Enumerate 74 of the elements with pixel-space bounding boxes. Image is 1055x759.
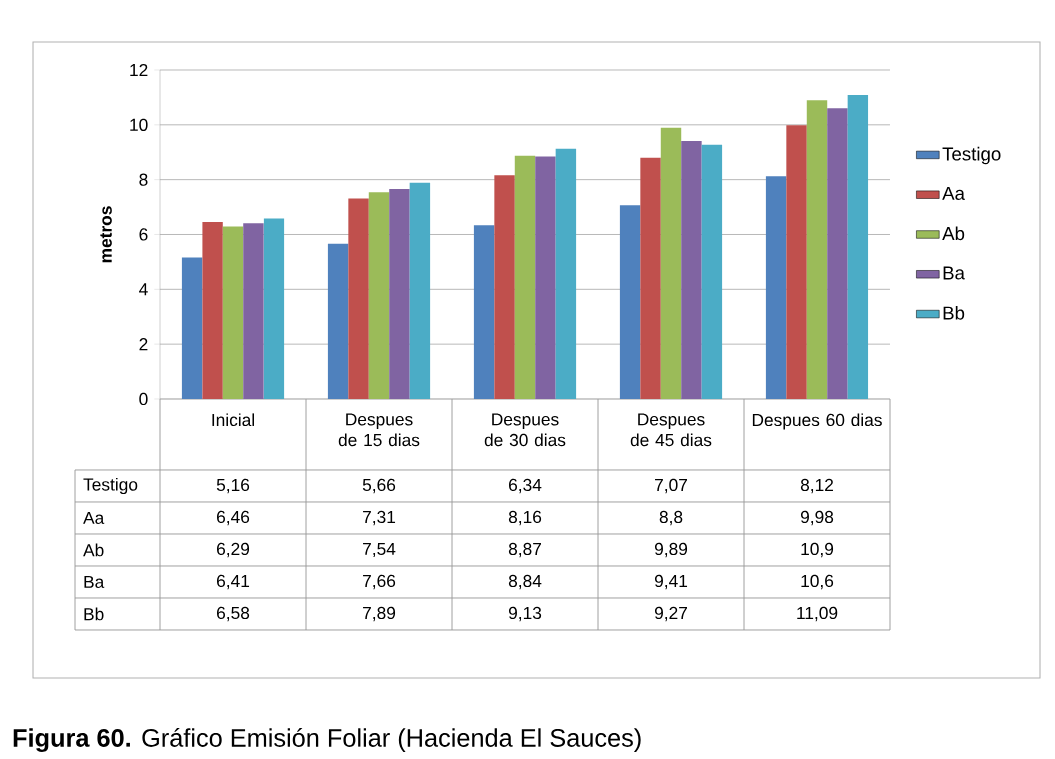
- data-label: 11,09: [797, 606, 838, 622]
- bar: [806, 100, 828, 399]
- data-label: 7,89: [363, 606, 396, 622]
- data-label: 8,8: [659, 510, 683, 526]
- data-label: 6,46: [217, 510, 250, 526]
- data-label: 7,66: [363, 574, 396, 590]
- bar: [348, 198, 369, 399]
- bar: [243, 223, 264, 399]
- data-label: 5,16: [216, 478, 250, 494]
- bar: [827, 108, 848, 399]
- text: Testigo: [83, 477, 138, 495]
- data-label: 6,41: [217, 574, 250, 590]
- bar: [473, 225, 495, 399]
- data-label: 9,41: [654, 574, 688, 590]
- data-label: 9,98: [800, 510, 834, 526]
- bar: [409, 182, 431, 399]
- bar: [202, 221, 223, 399]
- legend-label: Bb: [943, 305, 965, 320]
- y-axis-title: metros: [100, 206, 112, 263]
- text: Ba: [84, 575, 105, 589]
- y-tick-label: 10: [130, 118, 148, 131]
- data-label: 5,66: [362, 478, 396, 494]
- bar: [660, 127, 682, 399]
- data-label: 10,6: [801, 574, 834, 590]
- data-label: 6,34: [509, 478, 542, 494]
- data-label: 7,31: [363, 510, 396, 526]
- bar: [619, 205, 641, 399]
- y-tick-label: 4: [139, 283, 148, 296]
- bar: [327, 243, 349, 399]
- bar: [181, 257, 203, 399]
- y-tick-label: 0: [139, 392, 148, 406]
- bar: [847, 94, 869, 399]
- data-label: 8,87: [508, 542, 541, 558]
- bar: [263, 218, 285, 399]
- y-tick-label: 2: [139, 338, 148, 351]
- bar: [368, 192, 390, 399]
- data-label: 7,54: [363, 542, 396, 558]
- data-label: 6,29: [217, 542, 250, 558]
- x-tick-label: Despues de 45 dias: [630, 413, 712, 447]
- bar: [389, 188, 410, 399]
- bar: [640, 157, 661, 399]
- data-label: 8,16: [508, 510, 542, 526]
- text: Bb: [84, 607, 104, 621]
- data-label: 9,13: [508, 606, 542, 622]
- bar: [222, 226, 244, 399]
- data-label: 8,12: [800, 478, 833, 494]
- x-tick-label: Despues de 15 dias: [338, 413, 420, 447]
- legend-label: Testigo: [942, 146, 1001, 165]
- bar: [494, 175, 515, 399]
- y-tick-label: 12: [130, 63, 148, 77]
- x-tick-label: Despues de 30 dias: [484, 413, 566, 447]
- bar: [681, 141, 702, 399]
- x-tick-label: Inicial: [212, 413, 254, 427]
- data-label: 7,07: [655, 478, 687, 494]
- y-tick-label: 6: [139, 228, 148, 241]
- text: Ab: [83, 543, 104, 557]
- bar: [765, 176, 787, 399]
- bar: [555, 148, 577, 399]
- legend-label: Ba: [943, 266, 965, 280]
- text: Figura 60. Gráfico Emisión Foliar (Hacienda El Sauces): [13, 727, 641, 752]
- bar: [786, 125, 807, 399]
- data-label: 9,89: [654, 542, 688, 558]
- text: Aa: [83, 511, 105, 525]
- data-label: 9,27: [654, 606, 687, 622]
- bar: [535, 156, 556, 399]
- legend-label: Ab: [942, 226, 965, 241]
- data-label: 8,84: [508, 574, 542, 590]
- bar: [514, 155, 536, 399]
- bar: [701, 144, 723, 399]
- y-tick-label: 8: [139, 173, 148, 186]
- x-tick-label: Despues 60 dias: [752, 413, 882, 430]
- data-label: 6,58: [217, 606, 250, 622]
- data-label: 10,9: [801, 542, 834, 558]
- legend-label: Aa: [942, 186, 965, 201]
